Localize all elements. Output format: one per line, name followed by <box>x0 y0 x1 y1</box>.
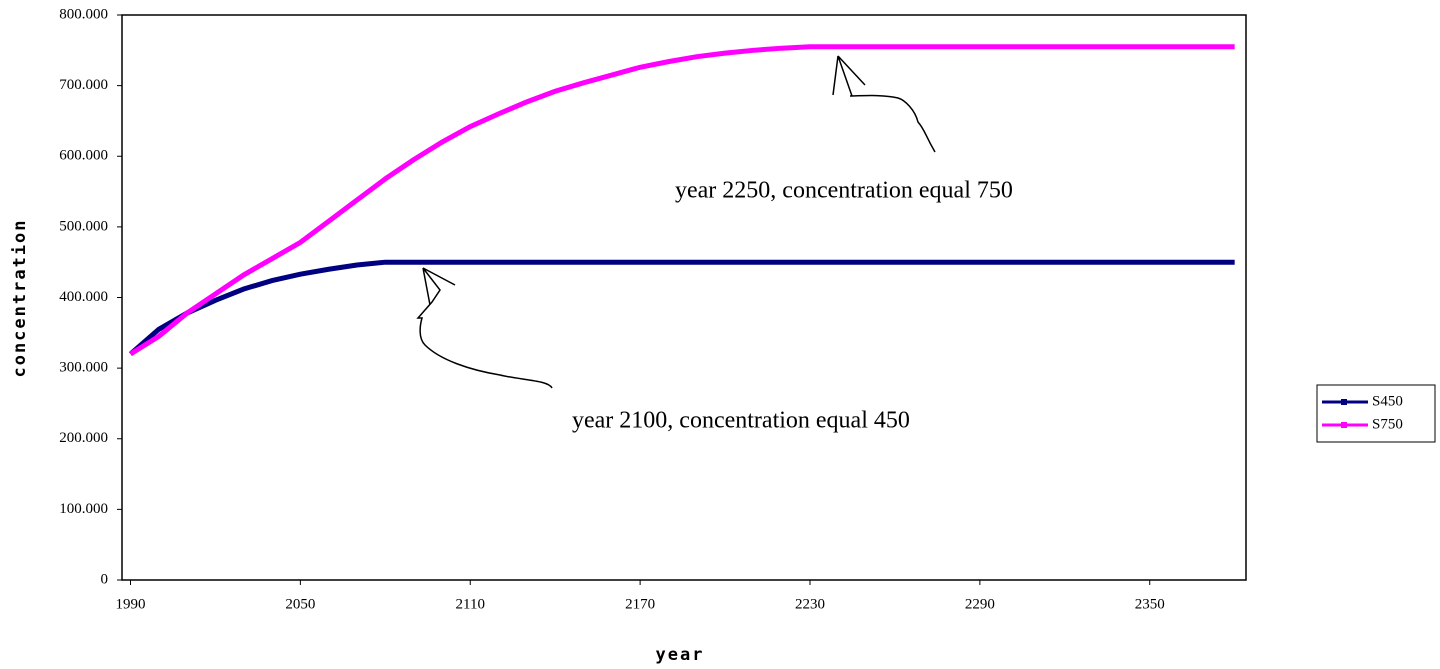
x-tick-label: 2110 <box>456 596 485 612</box>
arrow <box>416 267 553 389</box>
y-tick-label: 700.000 <box>59 77 108 93</box>
y-tick-label: 500.000 <box>59 218 108 234</box>
x-tick-label: 2350 <box>1135 596 1165 612</box>
legend-marker <box>1341 399 1347 405</box>
legend-marker <box>1341 422 1347 428</box>
plot-frame <box>121 14 1247 581</box>
y-tick-label: 800.000 <box>59 6 108 22</box>
series-line <box>128 259 1235 356</box>
x-tick-label: 2050 <box>285 596 315 612</box>
legend-label: S450 <box>1372 393 1403 409</box>
legend-label: S750 <box>1372 416 1403 432</box>
y-axis-title: concentration <box>10 218 30 377</box>
annotation: year 2100, concentration equal 450 <box>572 408 910 434</box>
y-tick-label: 100.000 <box>59 501 108 517</box>
x-tick-label: 2230 <box>795 596 825 612</box>
y-tick-label: 0 <box>101 571 109 587</box>
y-tick-label: 200.000 <box>59 430 108 446</box>
x-axis-title: year <box>656 645 705 665</box>
series-line <box>129 44 1235 357</box>
arrow <box>832 55 936 153</box>
x-tick-label: 2290 <box>965 596 995 612</box>
y-tick-label: 400.000 <box>59 289 108 305</box>
legend-box <box>1316 384 1436 443</box>
y-tick-label: 300.000 <box>59 360 108 376</box>
annotation: year 2250, concentration equal 750 <box>675 178 1013 204</box>
x-tick-label: 2170 <box>625 596 655 612</box>
y-tick-label: 600.000 <box>59 148 108 164</box>
arrows <box>416 55 936 389</box>
x-tick-label: 1990 <box>115 596 145 612</box>
